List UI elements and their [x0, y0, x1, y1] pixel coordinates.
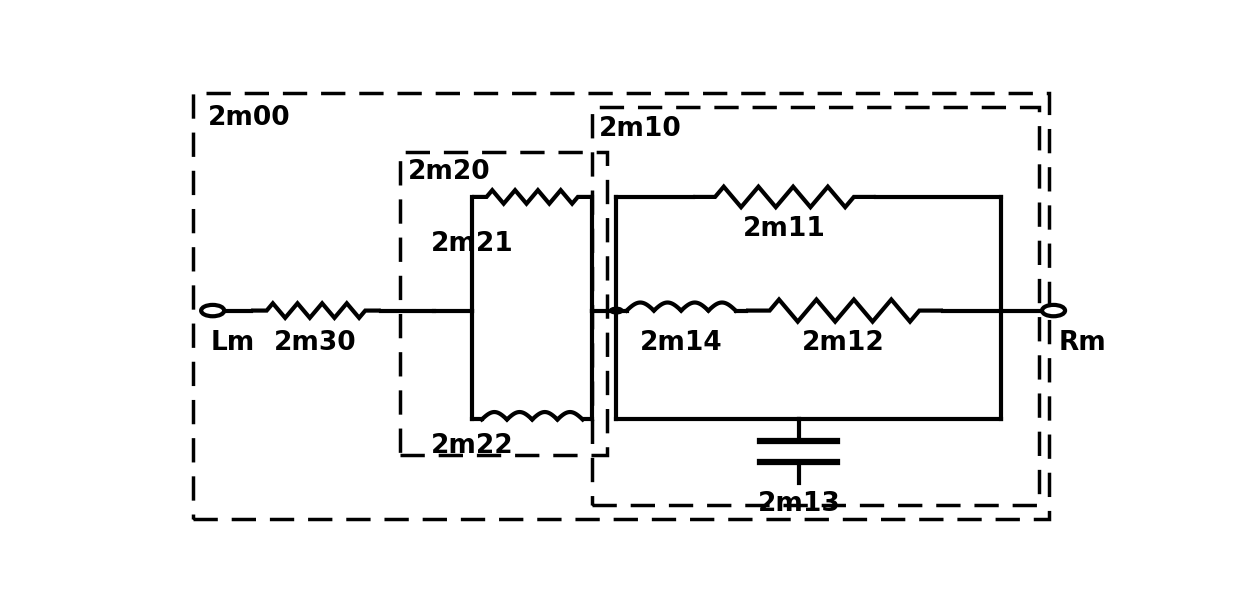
Text: Lm: Lm — [211, 330, 255, 355]
Text: 2m14: 2m14 — [640, 330, 723, 355]
Circle shape — [1042, 305, 1065, 316]
Text: 2m21: 2m21 — [430, 231, 513, 257]
Text: 2m13: 2m13 — [758, 491, 841, 517]
Text: 2m20: 2m20 — [408, 159, 490, 185]
Text: Rm: Rm — [1058, 330, 1106, 355]
Text: 2m11: 2m11 — [743, 216, 826, 242]
Text: 2m22: 2m22 — [430, 432, 513, 459]
Text: 2m12: 2m12 — [802, 330, 884, 355]
Text: 2m10: 2m10 — [599, 116, 682, 143]
Text: 2m30: 2m30 — [274, 330, 357, 355]
Text: 2m00: 2m00 — [208, 105, 290, 130]
Circle shape — [201, 305, 224, 316]
Circle shape — [610, 308, 622, 314]
